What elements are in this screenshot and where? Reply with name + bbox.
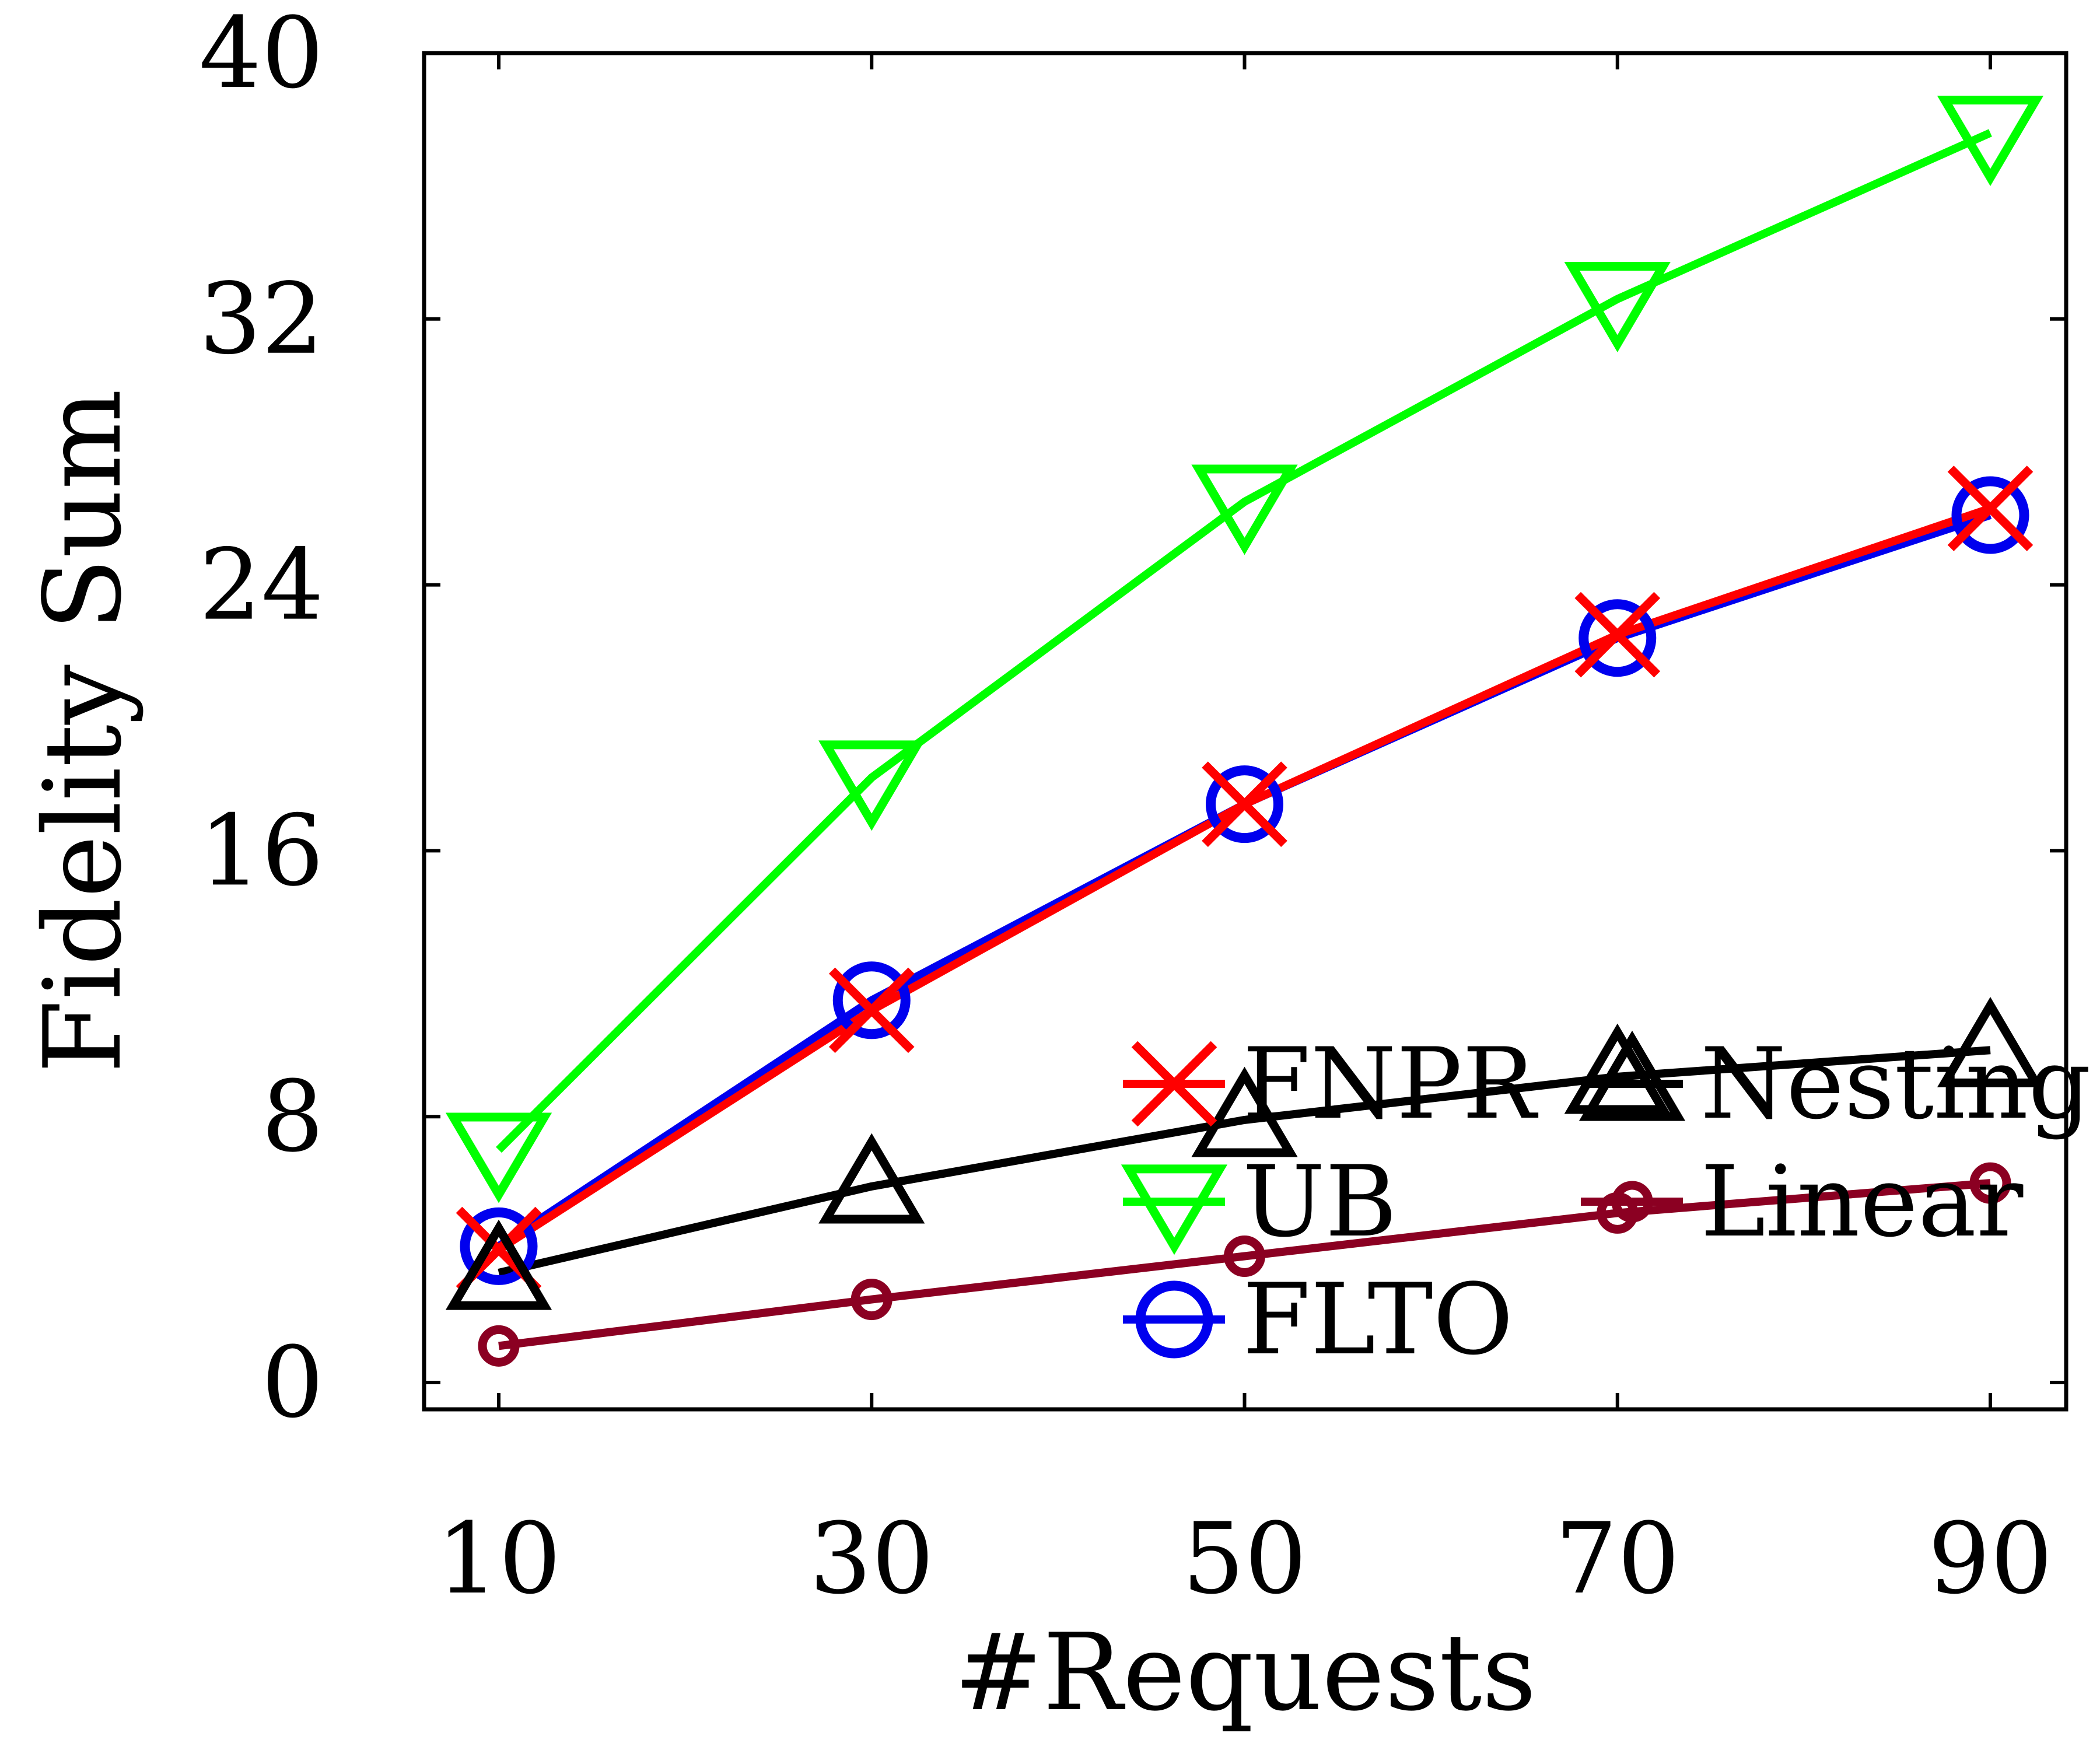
data-point-fnpr-stroke	[828, 967, 915, 1054]
data-point-fnpr	[1574, 592, 1661, 678]
legend-marker-fnpr	[1131, 1041, 1217, 1127]
legend-item-fnpr: FNPR	[1123, 1027, 1539, 1141]
plot-area: FNPR Nesting UB Linear FLTO	[422, 51, 2091, 1412]
data-point-linear	[850, 1279, 892, 1321]
x-tick-label: 10	[436, 1502, 561, 1616]
legend-item-linear: Linear	[1581, 1144, 2024, 1259]
legend-item-flto: FLTO	[1123, 1262, 1513, 1377]
y-axis-label: Fidelity Sum	[21, 389, 145, 1073]
legend-item-nesting: Nesting	[1578, 1027, 2091, 1141]
y-tick-label: 16	[199, 793, 324, 908]
data-point-fnpr	[1947, 466, 2034, 551]
legend-label-ub: UB	[1242, 1144, 1397, 1259]
y-tick-label: 32	[199, 262, 324, 376]
x-axis-label: #Requests	[954, 1611, 1536, 1734]
legend-marker-nesting	[1578, 1030, 1686, 1121]
series-markers	[445, 96, 2044, 1367]
data-point-flto	[460, 1207, 538, 1285]
legend-label-linear: Linear	[1700, 1144, 2024, 1259]
data-point-nesting	[1937, 997, 2044, 1087]
x-tick-label: 70	[1555, 1502, 1680, 1616]
data-point-nesting	[445, 1219, 552, 1310]
data-point-nesting	[818, 1133, 925, 1224]
data-point-linear	[1224, 1235, 1265, 1277]
data-point-ub	[1191, 464, 1298, 555]
data-point-nesting	[1564, 1023, 1671, 1114]
legend-marker-linear	[1611, 1181, 1653, 1223]
x-tick-label: 30	[809, 1502, 934, 1616]
axis-ticks	[424, 51, 2066, 1409]
y-tick-label: 24	[199, 528, 324, 642]
series-line-linear	[498, 1179, 1991, 1350]
data-point-ub	[1937, 96, 2044, 186]
data-point-linear	[478, 1325, 520, 1367]
data-point-flto	[832, 961, 911, 1040]
data-point-fnpr-stroke	[1202, 761, 1287, 847]
data-point-ub	[445, 1112, 552, 1203]
data-point-flto	[1206, 765, 1283, 844]
y-tick-label: 40	[199, 0, 324, 110]
data-point-fnpr-stroke	[1574, 592, 1661, 678]
series-line-nesting	[498, 1046, 1991, 1277]
series-line-ub	[496, 129, 1992, 1153]
legend-marker-ub	[1121, 1164, 1228, 1255]
data-point-flto	[1578, 599, 1657, 677]
data-point-nesting	[1191, 1066, 1298, 1157]
legend-label-fnpr: FNPR	[1242, 1027, 1539, 1141]
data-point-linear	[1969, 1162, 2011, 1204]
data-point-fnpr	[1202, 761, 1287, 847]
legend-label-nesting: Nesting	[1700, 1027, 2091, 1141]
data-point-fnpr-stroke	[1947, 466, 2034, 551]
data-point-fnpr	[828, 967, 915, 1054]
data-point-flto	[1951, 476, 2029, 554]
data-point-ub	[1564, 261, 1671, 352]
x-tick-label: 90	[1928, 1502, 2053, 1616]
legend: FNPR Nesting UB Linear FLTO	[1121, 1027, 2091, 1377]
legend-item-ub: UB	[1121, 1144, 1397, 1259]
legend-marker-fnpr-stroke	[1131, 1041, 1217, 1127]
x-tick-label: 50	[1182, 1502, 1307, 1616]
legend-marker-flto	[1135, 1280, 1213, 1359]
legend-label-flto: FLTO	[1242, 1262, 1513, 1377]
tick-labels: 0 8 16 24 32 40 10 30 50 70 90	[199, 0, 2053, 1616]
y-tick-label: 8	[261, 1059, 324, 1174]
y-tick-label: 0	[261, 1325, 324, 1440]
data-point-ub	[818, 740, 925, 831]
